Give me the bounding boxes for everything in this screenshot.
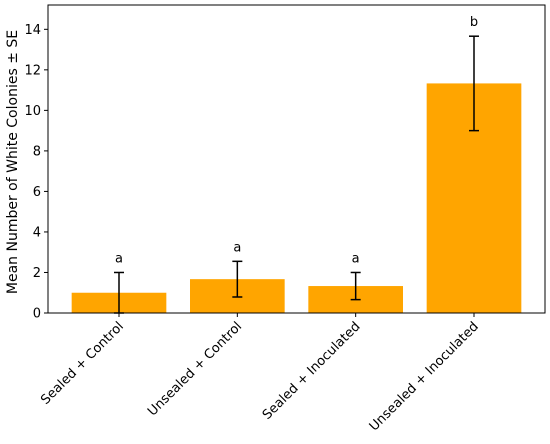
x-tick-label: Unsealed + Inoculated (367, 319, 482, 434)
x-tick-label: Sealed + Inoculated (260, 319, 364, 423)
y-tick-label: 14 (24, 23, 41, 38)
y-tick-label: 6 (33, 185, 41, 200)
significance-letter: a (352, 251, 360, 266)
significance-letter: a (233, 240, 241, 255)
y-tick-label: 8 (33, 144, 41, 159)
y-tick-label: 0 (33, 307, 41, 322)
significance-letter: a (115, 251, 123, 266)
y-tick-label: 10 (24, 104, 41, 119)
y-tick-label: 12 (24, 63, 41, 78)
y-tick-label: 2 (33, 266, 41, 281)
y-tick-label: 4 (33, 225, 41, 240)
significance-letter: b (470, 15, 478, 30)
x-tick-label: Unsealed + Control (145, 319, 245, 419)
y-axis-label: Mean Number of White Colonies ± SE (5, 30, 21, 294)
x-tick-label: Sealed + Control (38, 319, 127, 408)
plot-frame (47, 4, 546, 314)
